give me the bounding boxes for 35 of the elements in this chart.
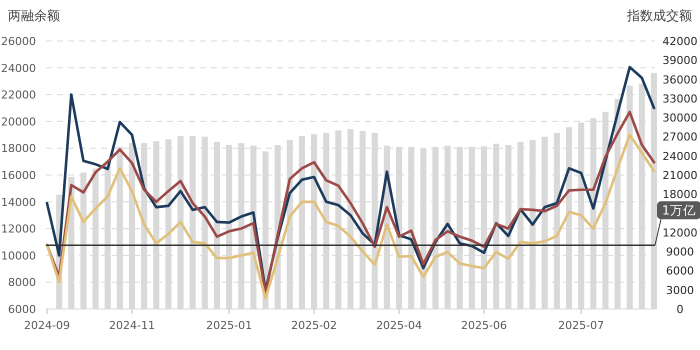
x-tick-label: 2024-09: [24, 319, 70, 332]
y2-axis-title: 指数成交额: [626, 8, 692, 24]
y-tick-label: 22000: [1, 88, 36, 102]
y2-tick-label: 21000: [662, 169, 698, 182]
y2-tick-label: 12000: [662, 226, 698, 240]
y-tick-label: 16000: [1, 169, 36, 182]
y2-tick-label: 33000: [662, 92, 698, 106]
y-tick-label: 24000: [1, 62, 36, 75]
y2-tick-label: 9000: [666, 246, 694, 259]
y-tick-label: 6000: [8, 303, 36, 316]
y2-tick-label: 39000: [662, 54, 698, 68]
x-tick-label: 2025-02: [291, 319, 338, 332]
y-tick-label: 18000: [1, 142, 36, 156]
y2-tick-label: 3000: [666, 284, 694, 297]
y-tick-label: 8000: [8, 276, 36, 290]
y-axis-title: 两融余额: [8, 9, 60, 24]
x-tick-label: 2025-04: [376, 319, 422, 332]
y2-tick-label: 24000: [662, 150, 698, 163]
ref-line-label: 1万亿: [662, 202, 696, 218]
y-tick-label: 14000: [1, 196, 36, 209]
y2-tick-label: 42000: [662, 35, 698, 48]
y-tick-label: 26000: [1, 35, 36, 48]
x-tick-label: 2025-06: [461, 319, 508, 332]
y2-tick-label: 6000: [666, 264, 694, 278]
y2-tick-label: 0: [676, 303, 684, 316]
x-tick-label: 2024-11: [108, 319, 155, 332]
x-tick-label: 2025-01: [206, 319, 252, 332]
y2-tick-label: 36000: [662, 73, 698, 86]
y-tick-label: 20000: [1, 115, 36, 128]
y2-tick-label: 30000: [662, 112, 698, 125]
y2-tick-label: 27000: [662, 130, 698, 144]
y2-tick-label: 18000: [662, 188, 698, 202]
y-tick-label: 10000: [1, 249, 36, 262]
y-tick-label: 12000: [1, 222, 36, 236]
x-tick-label: 2025-07: [558, 319, 604, 332]
